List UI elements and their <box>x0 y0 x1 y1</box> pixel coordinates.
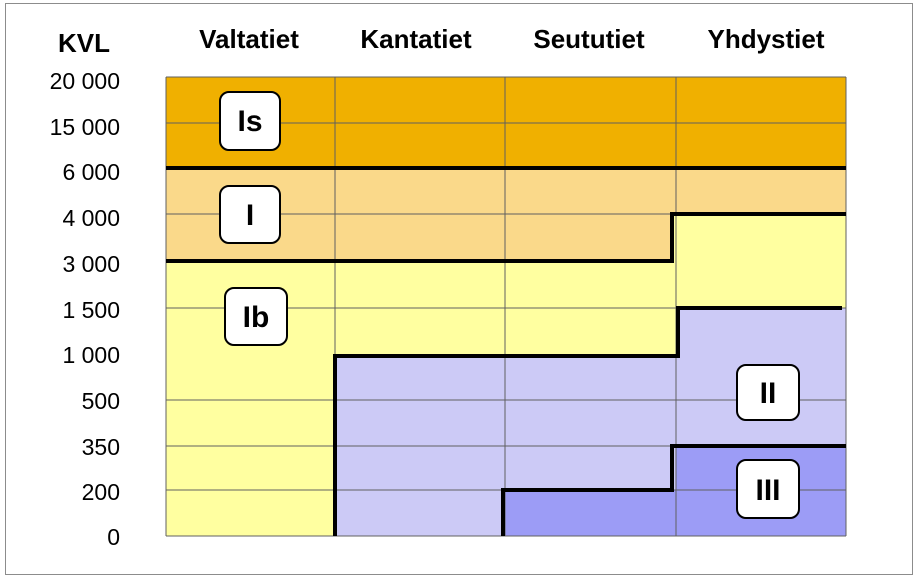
region-iii-seututiet <box>503 490 676 536</box>
column-header-valtatiet: Valtatiet <box>199 24 299 54</box>
class-boundaries <box>166 166 846 536</box>
class-labels: Is I Ib II III <box>219 91 800 519</box>
row-label-6000: 6 000 <box>62 159 120 185</box>
class-label-ii-text: II <box>760 377 777 410</box>
row-label-1500: 1 500 <box>62 297 120 323</box>
row-label-200: 200 <box>82 479 120 505</box>
class-label-iii: III <box>736 459 800 519</box>
class-label-ii: II <box>736 364 800 421</box>
class-label-iii-text: III <box>755 474 780 507</box>
row-label-1000: 1 000 <box>62 342 120 368</box>
row-label-15000: 15 000 <box>50 114 120 140</box>
row-label-500: 500 <box>82 388 120 414</box>
row-label-3000: 3 000 <box>62 251 120 277</box>
column-header-yhdystiet: Yhdystiet <box>707 24 824 54</box>
column-header-kantatiet: Kantatiet <box>360 24 472 54</box>
class-label-ib: Ib <box>224 287 288 346</box>
column-header-seututiet: Seututiet <box>533 24 645 54</box>
boundary-ii-iii <box>501 444 846 536</box>
class-label-i-text: I <box>246 199 254 232</box>
row-label-20000: 20 000 <box>50 68 120 94</box>
class-label-is: Is <box>219 91 281 151</box>
class-label-is-text: Is <box>237 105 262 138</box>
row-label-4000: 4 000 <box>62 205 120 231</box>
class-label-i: I <box>219 185 281 244</box>
boundary-i-ib <box>166 212 846 263</box>
row-label-350: 350 <box>82 434 120 460</box>
class-label-ib-text: Ib <box>243 301 270 334</box>
axis-label: KVL <box>58 28 110 58</box>
row-labels: 20 000 15 000 6 000 4 000 3 000 1 500 1 … <box>50 68 120 550</box>
boundary-ib-ii <box>333 306 842 536</box>
row-label-0: 0 <box>107 524 120 550</box>
region-ib-yhdystiet-upper <box>672 214 846 261</box>
